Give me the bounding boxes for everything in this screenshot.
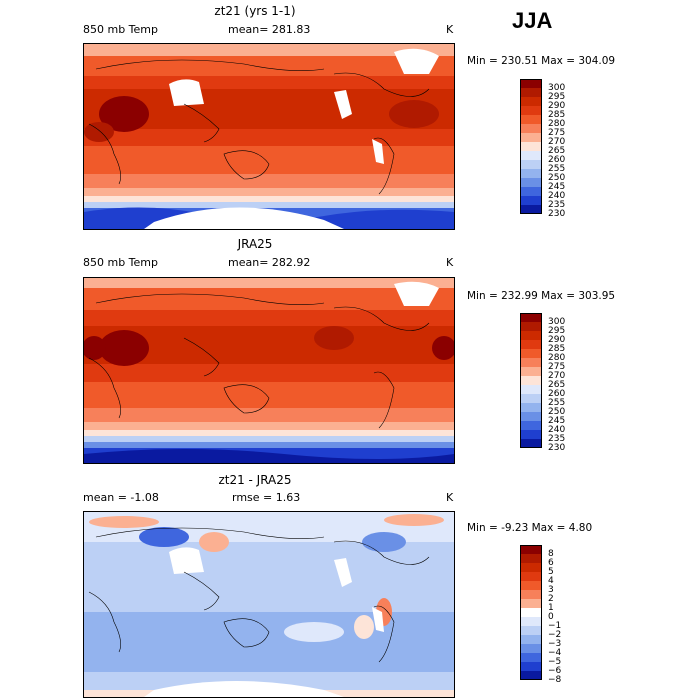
colorbar-tick: 8 (548, 549, 554, 559)
panel1-mean-label: mean= 281.83 (228, 23, 311, 36)
panel1-min-max: Min = 230.51 Max = 304.09 (467, 55, 616, 67)
panel1-units: K (446, 23, 454, 36)
colorbar-tick: 3 (548, 585, 554, 595)
panel1-left-label: 850 mb Temp (83, 23, 159, 36)
panel2-left-label: 850 mb Temp (83, 256, 159, 269)
colorbar-tick: 240 (548, 191, 566, 201)
colorbar-tick: 240 (548, 425, 566, 435)
colorbar-tick: 265 (548, 380, 566, 390)
colorbar-tick: 5 (548, 567, 554, 577)
panel1-map (83, 43, 455, 230)
colorbar-tick: 290 (548, 335, 566, 345)
panel2-title: JRA25 (237, 237, 273, 251)
colorbar-tick: 295 (548, 92, 566, 102)
colorbar-tick: 230 (548, 443, 566, 453)
colorbar-tick: 245 (548, 182, 566, 192)
colorbar-tick: −3 (548, 639, 562, 649)
colorbar-tick: 250 (548, 407, 566, 417)
panel2-map (83, 277, 455, 464)
panel3-units: K (446, 491, 454, 504)
colorbar-tick: −2 (548, 630, 562, 640)
panel3-title: zt21 - JRA25 (218, 473, 292, 487)
colorbar-tick: −8 (548, 675, 562, 685)
colorbar-tick: 260 (548, 389, 566, 399)
colorbar-tick: 255 (548, 164, 566, 174)
panel1-title: zt21 (yrs 1-1) (214, 4, 296, 18)
colorbar-tick: 285 (548, 110, 566, 120)
colorbar-tick: −5 (548, 657, 562, 667)
panel3-mean-label: mean = -1.08 (83, 491, 159, 504)
colorbar-tick: 280 (548, 119, 566, 129)
colorbar-tick: 275 (548, 128, 566, 138)
colorbar-tick: 300 (548, 317, 566, 327)
colorbar-tick: 4 (548, 576, 554, 586)
colorbar-tick: 265 (548, 146, 566, 156)
colorbar-tick: 1 (548, 603, 554, 613)
panel1-colorbar (520, 79, 542, 214)
panel3-rmse-label: rmse = 1.63 (232, 491, 301, 504)
colorbar-tick: 290 (548, 101, 566, 111)
colorbar-tick: 300 (548, 83, 566, 93)
panel2-min-max: Min = 232.99 Max = 303.95 (467, 290, 616, 302)
panel3-min-max: Min = -9.23 Max = 4.80 (467, 522, 593, 534)
colorbar-tick: 250 (548, 173, 566, 183)
colorbar-tick: 260 (548, 155, 566, 165)
colorbar-tick: 230 (548, 209, 566, 219)
colorbar-tick: 6 (548, 558, 554, 568)
panel3-map (83, 511, 455, 698)
colorbar-tick: 270 (548, 137, 566, 147)
colorbar-tick: 255 (548, 398, 566, 408)
panel3-colorbar-ticks: 8 6 5 4 3 2 1 0 −1 −2 −3 −4 −5 −6 −8 (548, 550, 561, 685)
colorbar-tick: 0 (548, 612, 554, 622)
colorbar-tick: −4 (548, 648, 562, 658)
panel2-colorbar-ticks: 300 295 290 285 280 275 270 265 260 255 … (548, 318, 565, 453)
colorbar-tick: −1 (548, 621, 562, 631)
colorbar-tick: 280 (548, 353, 566, 363)
panel2-colorbar (520, 313, 542, 448)
colorbar-tick: 270 (548, 371, 566, 381)
colorbar-tick: 235 (548, 434, 566, 444)
colorbar-tick: 235 (548, 200, 566, 210)
colorbar-tick: 2 (548, 594, 554, 604)
colorbar-tick: 245 (548, 416, 566, 426)
colorbar-tick: 275 (548, 362, 566, 372)
colorbar-tick: 295 (548, 326, 566, 336)
panel2-units: K (446, 256, 454, 269)
colorbar-tick: 285 (548, 344, 566, 354)
panel2-mean-label: mean= 282.92 (228, 256, 311, 269)
colorbar-tick: −6 (548, 666, 562, 676)
season-label: JJA (512, 8, 553, 33)
panel1-colorbar-ticks: 300 295 290 285 280 275 270 265 260 255 … (548, 84, 565, 219)
panel3-colorbar (520, 545, 542, 680)
